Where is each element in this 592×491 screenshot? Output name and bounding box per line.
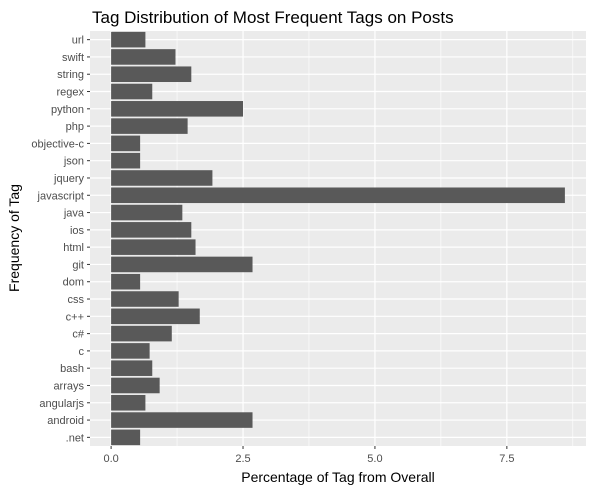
x-tick-label: 7.5 <box>499 453 514 465</box>
bar-angularjs <box>111 395 145 411</box>
y-tick-label: python <box>51 104 84 116</box>
bar-ios <box>111 222 191 238</box>
bar-java <box>111 205 182 221</box>
y-axis-title: Frequency of Tag <box>6 184 22 292</box>
y-tick-label: json <box>63 156 84 168</box>
x-tick-label: 2.5 <box>235 453 250 465</box>
y-tick-label: swift <box>62 52 84 64</box>
y-tick-label: html <box>63 242 84 254</box>
y-tick-label: css <box>68 294 85 306</box>
y-tick-label: ios <box>70 225 85 237</box>
bar-c# <box>111 326 172 342</box>
bar-string <box>111 66 191 82</box>
bar-regex <box>111 84 152 100</box>
y-tick-label: regex <box>56 87 84 99</box>
bar-javascript <box>111 187 565 203</box>
x-tick-label: 0.0 <box>103 453 118 465</box>
y-tick-label: android <box>47 415 84 427</box>
y-tick-label: c <box>79 346 85 358</box>
bar-url <box>111 32 145 48</box>
y-tick-label: java <box>63 208 85 220</box>
bar-c++ <box>111 309 200 325</box>
y-tick-label: url <box>72 35 84 47</box>
bar-.net <box>111 430 140 446</box>
bar-c <box>111 343 150 359</box>
y-tick-label: string <box>57 69 84 81</box>
x-axis-title: Percentage of Tag from Overall <box>241 469 435 485</box>
y-tick-label: objective-c <box>31 138 84 150</box>
y-tick-label: .net <box>66 432 84 444</box>
bar-arrays <box>111 378 160 394</box>
bar-php <box>111 118 188 134</box>
plot-panel <box>90 31 586 446</box>
y-tick-label: c# <box>72 329 85 341</box>
bar-json <box>111 153 140 169</box>
y-tick-label: arrays <box>53 380 84 392</box>
y-tick-label: javascript <box>37 190 84 202</box>
bar-css <box>111 291 179 307</box>
y-tick-label: jquery <box>53 173 84 185</box>
y-tick-label: bash <box>60 363 84 375</box>
bar-python <box>111 101 243 117</box>
bar-objective-c <box>111 136 140 152</box>
bar-jquery <box>111 170 212 186</box>
y-tick-label: c++ <box>66 311 84 323</box>
bar-bash <box>111 360 152 376</box>
x-axis-ticks: 0.0 2.5 5.0 7.5 <box>103 446 514 465</box>
y-tick-label: git <box>72 259 84 271</box>
chart-title: Tag Distribution of Most Frequent Tags o… <box>92 8 454 27</box>
y-axis-ticks: .net android angularjs arrays bash c c# c++ css d… <box>31 35 90 445</box>
bar-html <box>111 239 195 255</box>
bar-dom <box>111 274 140 290</box>
x-tick-label: 5.0 <box>367 453 382 465</box>
bar-android <box>111 412 252 428</box>
y-tick-label: dom <box>63 277 84 289</box>
bar-swift <box>111 49 175 65</box>
bar-git <box>111 257 252 273</box>
y-tick-label: angularjs <box>39 398 84 410</box>
y-tick-label: php <box>66 121 84 133</box>
